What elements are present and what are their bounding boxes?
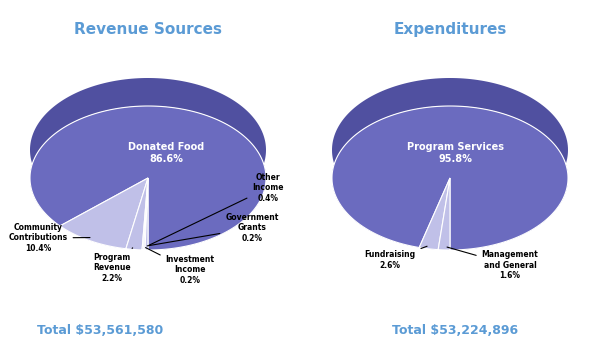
Polygon shape [30, 106, 266, 250]
Polygon shape [144, 178, 148, 250]
Text: Donated Food
86.6%: Donated Food 86.6% [128, 142, 204, 164]
Polygon shape [438, 221, 450, 250]
Polygon shape [332, 78, 568, 250]
Text: Community
Contributions
10.4%: Community Contributions 10.4% [8, 223, 90, 253]
Text: Revenue Sources: Revenue Sources [74, 22, 222, 37]
Text: Government
Grants
0.2%: Government Grants 0.2% [147, 213, 279, 246]
Text: Investment
Income
0.2%: Investment Income 0.2% [146, 247, 214, 285]
Polygon shape [30, 78, 266, 250]
Polygon shape [145, 222, 148, 250]
Polygon shape [332, 106, 568, 250]
Text: Program
Revenue
2.2%: Program Revenue 2.2% [93, 248, 132, 283]
Text: Other
Income
0.4%: Other Income 0.4% [149, 173, 284, 245]
Text: Total $53,561,580: Total $53,561,580 [37, 324, 163, 337]
Polygon shape [145, 178, 148, 250]
Polygon shape [60, 178, 148, 249]
Polygon shape [419, 219, 438, 250]
Polygon shape [126, 178, 148, 250]
Text: Fundraising
2.6%: Fundraising 2.6% [364, 246, 427, 270]
Polygon shape [126, 221, 142, 250]
Polygon shape [142, 222, 144, 250]
Text: Expenditures: Expenditures [394, 22, 507, 37]
Polygon shape [142, 178, 148, 250]
Polygon shape [438, 178, 450, 250]
Polygon shape [144, 222, 145, 250]
Text: Total $53,224,896: Total $53,224,896 [392, 324, 518, 337]
Text: Program Services
95.8%: Program Services 95.8% [407, 142, 504, 164]
Text: Management
and General
1.6%: Management and General 1.6% [447, 247, 539, 280]
Polygon shape [419, 178, 450, 250]
Polygon shape [60, 198, 126, 249]
